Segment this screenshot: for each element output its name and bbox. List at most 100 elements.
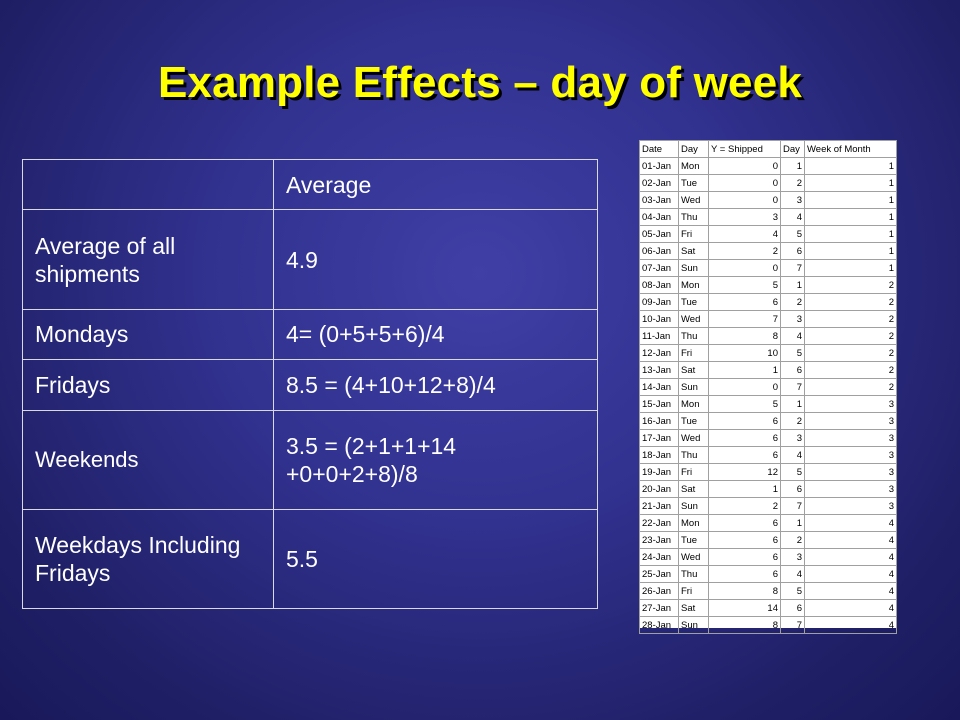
spreadsheet-cell-day: Wed <box>678 429 709 447</box>
spreadsheet-row: 14-Jan Sun 0 7 2 <box>639 378 897 396</box>
summary-row: Fridays 8.5 = (4+10+12+8)/4 <box>22 359 598 411</box>
spreadsheet-cell-shipped: 6 <box>708 514 781 532</box>
spreadsheet-cell-day: Wed <box>678 548 709 566</box>
spreadsheet-row: 25-Jan Thu 6 4 4 <box>639 565 897 583</box>
spreadsheet-cell-shipped: 7 <box>708 310 781 328</box>
spreadsheet-cell-week: 1 <box>804 174 897 192</box>
spreadsheet-cell-day: Tue <box>678 174 709 192</box>
spreadsheet-cell-week: 2 <box>804 276 897 294</box>
spreadsheet-row: 22-Jan Mon 6 1 4 <box>639 514 897 532</box>
spreadsheet-header-week-of-month: Week of Month <box>804 140 897 158</box>
spreadsheet-cell-date: 22-Jan <box>639 514 679 532</box>
spreadsheet-cell-day: Thu <box>678 446 709 464</box>
spreadsheet-cell-date: 14-Jan <box>639 378 679 396</box>
spreadsheet-cell-day-number: 1 <box>780 276 805 294</box>
spreadsheet-body: 01-Jan Mon 0 1 1 02-Jan Tue 0 2 1 03-Jan Wed 0 3 1 04-J… <box>639 157 897 634</box>
spreadsheet-cell-day-number: 6 <box>780 480 805 498</box>
spreadsheet-cell-day-number: 3 <box>780 191 805 209</box>
spreadsheet-header-day-number: Day <box>780 140 805 158</box>
spreadsheet-cell-shipped: 5 <box>708 395 781 413</box>
spreadsheet-cell-week: 4 <box>804 548 897 566</box>
spreadsheet-row: 10-Jan Wed 7 3 2 <box>639 310 897 328</box>
spreadsheet-cell-day-number: 2 <box>780 412 805 430</box>
spreadsheet-cell-day-number: 5 <box>780 344 805 362</box>
spreadsheet-cell-day-number: 5 <box>780 463 805 481</box>
spreadsheet-cell-date: 07-Jan <box>639 259 679 277</box>
spreadsheet-row: 23-Jan Tue 6 2 4 <box>639 531 897 549</box>
spreadsheet-cell-week: 3 <box>804 463 897 481</box>
spreadsheet-row: 18-Jan Thu 6 4 3 <box>639 446 897 464</box>
spreadsheet-cell-shipped: 5 <box>708 276 781 294</box>
spreadsheet-cell-date: 10-Jan <box>639 310 679 328</box>
spreadsheet-cell-day-number: 4 <box>780 446 805 464</box>
spreadsheet-cell-day: Tue <box>678 412 709 430</box>
spreadsheet-cell-date: 06-Jan <box>639 242 679 260</box>
spreadsheet-cell-day-number: 6 <box>780 361 805 379</box>
spreadsheet-row: 08-Jan Mon 5 1 2 <box>639 276 897 294</box>
summary-header-blank <box>22 158 274 211</box>
spreadsheet-cell-day: Sat <box>678 361 709 379</box>
spreadsheet-row: 06-Jan Sat 2 6 1 <box>639 242 897 260</box>
spreadsheet-cell-shipped: 6 <box>708 446 781 464</box>
summary-row-label: Weekdays Including Fridays <box>22 508 274 610</box>
spreadsheet-cell-day: Thu <box>678 565 709 583</box>
spreadsheet-cell-day: Mon <box>678 395 709 413</box>
spreadsheet-row: 01-Jan Mon 0 1 1 <box>639 157 897 175</box>
spreadsheet-cell-date: 26-Jan <box>639 582 679 600</box>
spreadsheet-row: 02-Jan Tue 0 2 1 <box>639 174 897 192</box>
spreadsheet-cell-shipped: 14 <box>708 599 781 617</box>
spreadsheet-header-row: Date Day Y = Shipped Day Week of Month <box>639 140 897 158</box>
spreadsheet-cell-date: 11-Jan <box>639 327 679 345</box>
spreadsheet-cell-day: Wed <box>678 191 709 209</box>
summary-row: Weekdays Including Fridays 5.5 <box>22 508 598 610</box>
spreadsheet-cell-week: 2 <box>804 293 897 311</box>
spreadsheet-cell-date: 03-Jan <box>639 191 679 209</box>
spreadsheet-cell-week: 4 <box>804 531 897 549</box>
summary-row-value: 5.5 <box>273 508 598 610</box>
spreadsheet-cell-day: Sun <box>678 259 709 277</box>
spreadsheet-cell-week: 4 <box>804 582 897 600</box>
spreadsheet-cell-day: Fri <box>678 582 709 600</box>
spreadsheet-cell-date: 27-Jan <box>639 599 679 617</box>
spreadsheet-table: Date Day Y = Shipped Day Week of Month 0… <box>639 140 897 634</box>
spreadsheet-cell-day: Fri <box>678 225 709 243</box>
spreadsheet-cell-day: Wed <box>678 310 709 328</box>
spreadsheet-image: Date Day Y = Shipped Day Week of Month 0… <box>639 140 897 634</box>
summary-row-label: Average of all shipments <box>22 209 274 310</box>
spreadsheet-cell-date: 01-Jan <box>639 157 679 175</box>
spreadsheet-cell-shipped: 6 <box>708 429 781 447</box>
summary-row: Weekends 3.5 = (2+1+1+14 +0+0+2+8)/8 <box>22 409 598 510</box>
spreadsheet-cell-shipped: 3 <box>708 208 781 226</box>
spreadsheet-cell-day: Sun <box>678 378 709 396</box>
spreadsheet-row: 07-Jan Sun 0 7 1 <box>639 259 897 277</box>
spreadsheet-header-day: Day <box>678 140 709 158</box>
spreadsheet-cell-shipped: 6 <box>708 293 781 311</box>
spreadsheet-cell-day: Sat <box>678 480 709 498</box>
spreadsheet-cell-day-number: 5 <box>780 582 805 600</box>
spreadsheet-cell-date: 02-Jan <box>639 174 679 192</box>
spreadsheet-cell-shipped: 6 <box>708 531 781 549</box>
spreadsheet-cell-week: 1 <box>804 191 897 209</box>
spreadsheet-row: 28-Jan Sun 8 7 4 <box>639 616 897 634</box>
spreadsheet-cell-week: 2 <box>804 310 897 328</box>
spreadsheet-cell-date: 28-Jan <box>639 616 679 634</box>
summary-row-label: Mondays <box>22 308 274 361</box>
spreadsheet-cell-shipped: 1 <box>708 361 781 379</box>
spreadsheet-cell-date: 13-Jan <box>639 361 679 379</box>
spreadsheet-cell-day-number: 4 <box>780 565 805 583</box>
spreadsheet-cell-day: Fri <box>678 344 709 362</box>
spreadsheet-cell-week: 1 <box>804 157 897 175</box>
spreadsheet-cell-shipped: 8 <box>708 327 781 345</box>
spreadsheet-cell-day-number: 2 <box>780 293 805 311</box>
spreadsheet-cell-week: 3 <box>804 395 897 413</box>
spreadsheet-cell-shipped: 6 <box>708 548 781 566</box>
spreadsheet-cell-date: 09-Jan <box>639 293 679 311</box>
spreadsheet-row: 21-Jan Sun 2 7 3 <box>639 497 897 515</box>
spreadsheet-cell-shipped: 6 <box>708 412 781 430</box>
spreadsheet-cell-date: 04-Jan <box>639 208 679 226</box>
spreadsheet-row: 04-Jan Thu 3 4 1 <box>639 208 897 226</box>
spreadsheet-cell-shipped: 0 <box>708 174 781 192</box>
spreadsheet-cell-date: 12-Jan <box>639 344 679 362</box>
spreadsheet-cell-day: Mon <box>678 276 709 294</box>
spreadsheet-cell-day-number: 3 <box>780 310 805 328</box>
